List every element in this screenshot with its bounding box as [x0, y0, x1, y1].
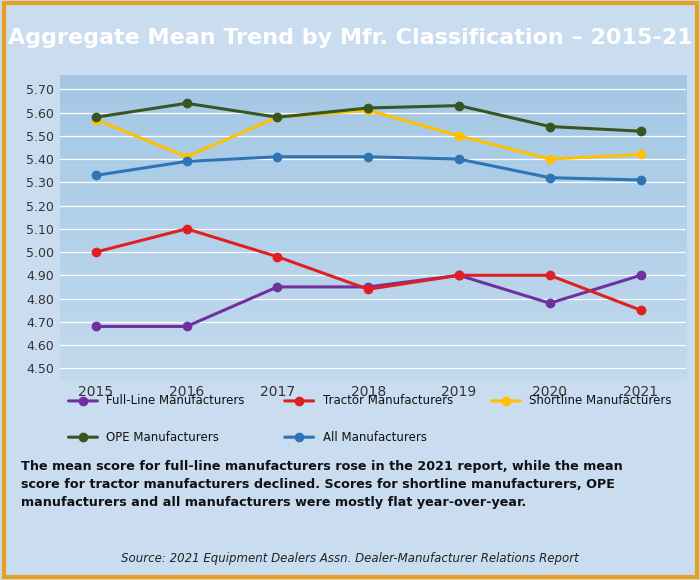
Text: Tractor Manufacturers: Tractor Manufacturers: [323, 394, 453, 407]
Text: Aggregate Mean Trend by Mfr. Classification – 2015-21: Aggregate Mean Trend by Mfr. Classificat…: [8, 28, 692, 48]
Text: All Manufacturers: All Manufacturers: [323, 431, 426, 444]
Text: OPE Manufacturers: OPE Manufacturers: [106, 431, 219, 444]
Text: Shortline Manufacturers: Shortline Manufacturers: [529, 394, 672, 407]
Text: The mean score for full-line manufacturers rose in the 2021 report, while the me: The mean score for full-line manufacture…: [21, 460, 622, 509]
Text: Source: 2021 Equipment Dealers Assn. Dealer-Manufacturer Relations Report: Source: 2021 Equipment Dealers Assn. Dea…: [121, 552, 579, 565]
Text: Full-Line Manufacturers: Full-Line Manufacturers: [106, 394, 245, 407]
